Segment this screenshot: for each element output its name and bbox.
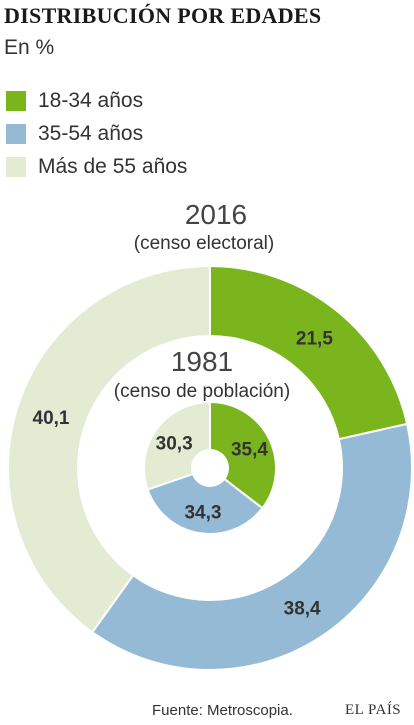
inner-slice-0 <box>209 400 277 510</box>
outer-slice-label-1: 38,4 <box>284 598 321 619</box>
chart-subtitle: En % <box>4 36 55 59</box>
chart-title: DISTRIBUCIÓN POR EDADES <box>4 3 322 28</box>
legend-swatch-55-plus <box>6 156 26 177</box>
legend-item-35-54: 35-54 años <box>6 117 187 150</box>
outer-slice-0 <box>209 264 409 441</box>
inner-slice-label-2: 30,3 <box>156 433 193 454</box>
legend-label-35-54: 35-54 años <box>38 121 144 145</box>
footer-brand: EL PAÍS <box>345 702 402 718</box>
outer-slice-1 <box>90 422 413 671</box>
inner-ring-year: 1981 <box>171 346 233 377</box>
outer-ring-note: (censo electoral) <box>134 233 274 254</box>
legend-item-18-34: 18-34 años <box>6 84 187 117</box>
legend-item-55-plus: Más de 55 años <box>6 150 187 183</box>
outer-ring-2016 <box>7 264 413 671</box>
legend-label-55-plus: Más de 55 años <box>38 154 188 178</box>
outer-slice-label-0: 21,5 <box>296 329 333 350</box>
inner-slice-label-0: 35,4 <box>231 440 268 461</box>
outer-slice-label-2: 40,1 <box>33 408 70 429</box>
inner-ring-1981 <box>143 400 277 535</box>
inner-slice-2 <box>143 400 211 491</box>
legend: 18-34 años 35-54 años Más de 55 años <box>6 84 187 183</box>
inner-ring-note: (censo de población) <box>114 381 290 402</box>
inner-slice-label-1: 34,3 <box>184 502 221 523</box>
outer-slice-2 <box>7 264 211 634</box>
legend-label-18-34: 18-34 años <box>38 88 144 112</box>
legend-swatch-35-54 <box>6 123 26 144</box>
inner-slice-1 <box>146 472 264 535</box>
outer-ring-year: 2016 <box>185 199 247 230</box>
legend-swatch-18-34 <box>6 90 26 111</box>
footer-source: Fuente: Metroscopia. <box>152 702 293 719</box>
